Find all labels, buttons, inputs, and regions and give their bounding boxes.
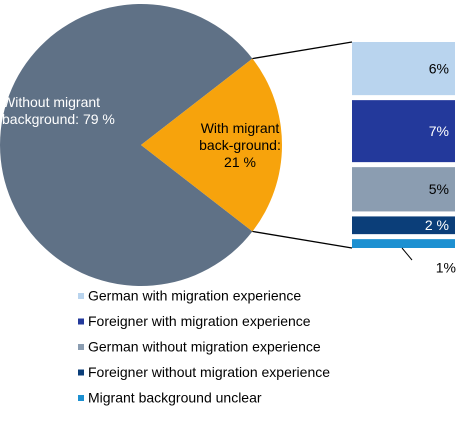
pie-slice: [0, 4, 253, 286]
legend-swatch: [78, 293, 84, 299]
pie-label: Without migrant background: 79 %: [2, 94, 115, 127]
legend-label: German without migration experience: [88, 339, 321, 355]
connector: [252, 230, 353, 249]
leader: [401, 247, 413, 261]
legend-swatch: [78, 344, 84, 350]
connector: [252, 41, 353, 60]
legend-label: Foreigner without migration experience: [88, 364, 330, 380]
bar-label: 5%: [429, 181, 449, 197]
legend-label: Foreigner with migration experience: [88, 313, 311, 329]
bar-label: 6%: [429, 60, 449, 76]
legend-swatch: [78, 318, 84, 325]
bar-segment: [352, 42, 455, 96]
bar-segment: [352, 239, 455, 248]
bar-segment: [352, 167, 455, 212]
pie-slice: [141, 58, 282, 232]
bar-segment: [352, 216, 455, 235]
legend-label: German with migration experience: [88, 288, 301, 304]
legend-swatch: [78, 369, 84, 376]
legend-swatch: [78, 395, 84, 401]
bar-label: 7%: [429, 123, 449, 139]
pie-label: With migrant back-ground: 21 %: [199, 120, 281, 170]
bar-segment: [352, 100, 455, 163]
legend-label: Migrant background unclear: [88, 390, 262, 406]
bar-label: 1%: [436, 260, 456, 276]
bar-label: 2 %: [425, 217, 449, 233]
